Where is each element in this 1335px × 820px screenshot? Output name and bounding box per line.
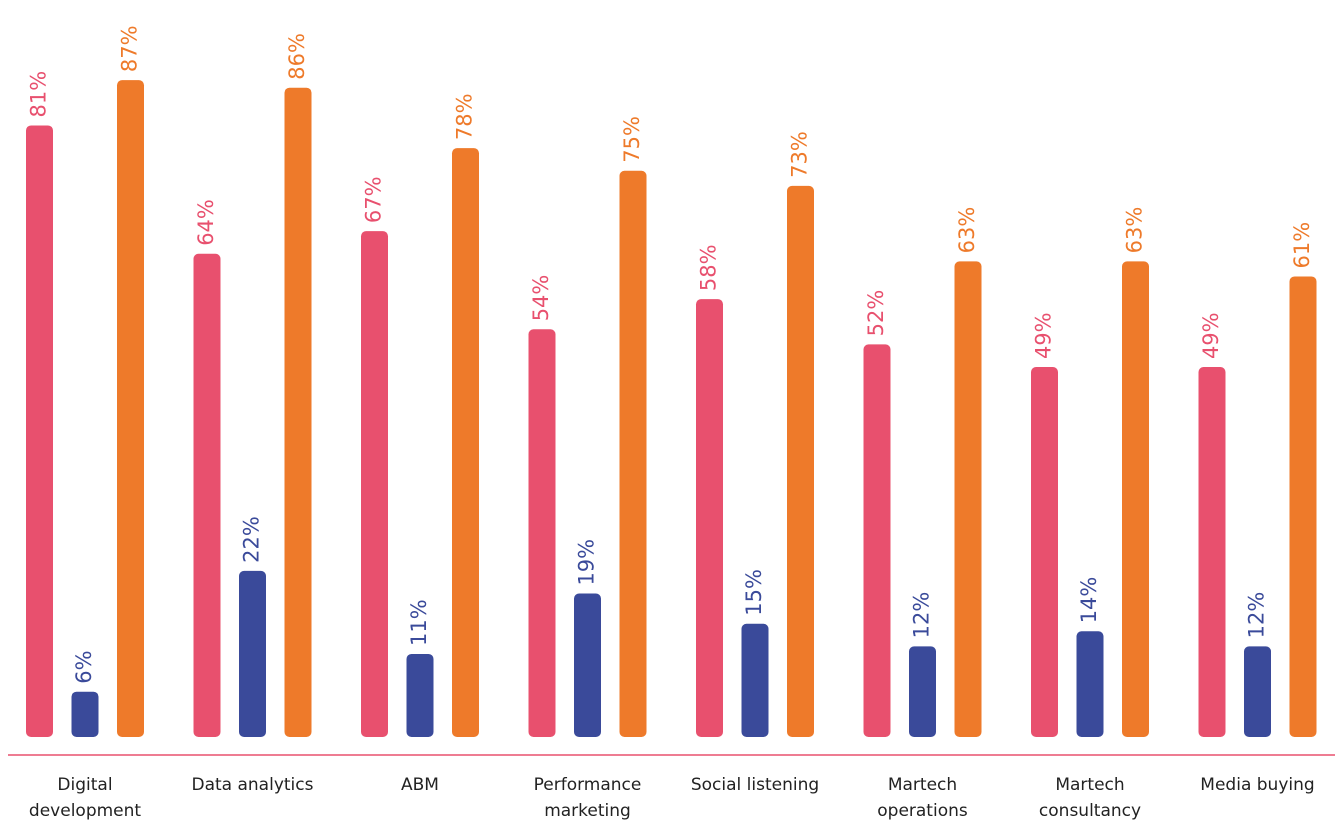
value-label: 52% xyxy=(864,290,888,337)
value-label: 78% xyxy=(453,93,477,140)
bar xyxy=(71,691,99,737)
bar xyxy=(406,653,434,737)
value-label: 12% xyxy=(1245,592,1269,639)
bar xyxy=(1122,261,1149,737)
value-label: 11% xyxy=(407,599,431,646)
value-label: 73% xyxy=(788,131,812,178)
value-label: 22% xyxy=(240,516,264,563)
bar xyxy=(909,646,936,737)
bar xyxy=(26,125,53,737)
bar xyxy=(863,344,891,737)
bar xyxy=(117,80,144,737)
value-label: 81% xyxy=(27,71,51,118)
bar xyxy=(528,329,556,737)
value-label: 67% xyxy=(362,176,386,223)
bar xyxy=(741,623,769,737)
bar xyxy=(1289,276,1317,737)
value-label: 6% xyxy=(72,650,96,683)
value-label: 87% xyxy=(118,25,142,72)
value-label: 12% xyxy=(910,592,934,639)
value-label: 49% xyxy=(1199,312,1223,359)
bar xyxy=(239,570,266,737)
bar xyxy=(954,261,982,737)
bar xyxy=(1244,646,1271,737)
value-label: 75% xyxy=(620,116,644,163)
value-label: 63% xyxy=(955,207,979,254)
x-tick-label: Data analytics xyxy=(192,775,314,795)
x-tick-label: Performance marketing xyxy=(534,775,642,820)
x-tick-label: Digital development xyxy=(29,775,141,820)
value-label: 64% xyxy=(194,199,218,246)
bar xyxy=(619,170,647,737)
bar xyxy=(696,299,723,737)
x-tick-label: Martech consultancy xyxy=(1039,775,1141,820)
x-tick-label: ABM xyxy=(401,775,439,795)
bar xyxy=(361,231,388,737)
x-tick-label: Media buying xyxy=(1200,775,1314,795)
value-label: 63% xyxy=(1123,207,1147,254)
value-label: 86% xyxy=(285,33,309,80)
value-label: 15% xyxy=(742,569,766,616)
bar xyxy=(1031,367,1058,737)
bar xyxy=(1198,367,1226,737)
value-label: 54% xyxy=(529,275,553,322)
x-tick-label: Social listening xyxy=(691,775,819,795)
x-tick-label: Martech operations xyxy=(877,775,968,820)
bar xyxy=(452,148,479,738)
value-label: 58% xyxy=(697,244,721,291)
bar xyxy=(1076,631,1104,737)
value-label: 14% xyxy=(1077,577,1101,624)
value-label: 61% xyxy=(1290,222,1314,269)
value-label: 49% xyxy=(1032,312,1056,359)
bar xyxy=(284,87,312,737)
bar xyxy=(193,253,221,738)
bar xyxy=(787,185,814,738)
value-label: 19% xyxy=(575,539,599,586)
bar xyxy=(574,593,601,737)
